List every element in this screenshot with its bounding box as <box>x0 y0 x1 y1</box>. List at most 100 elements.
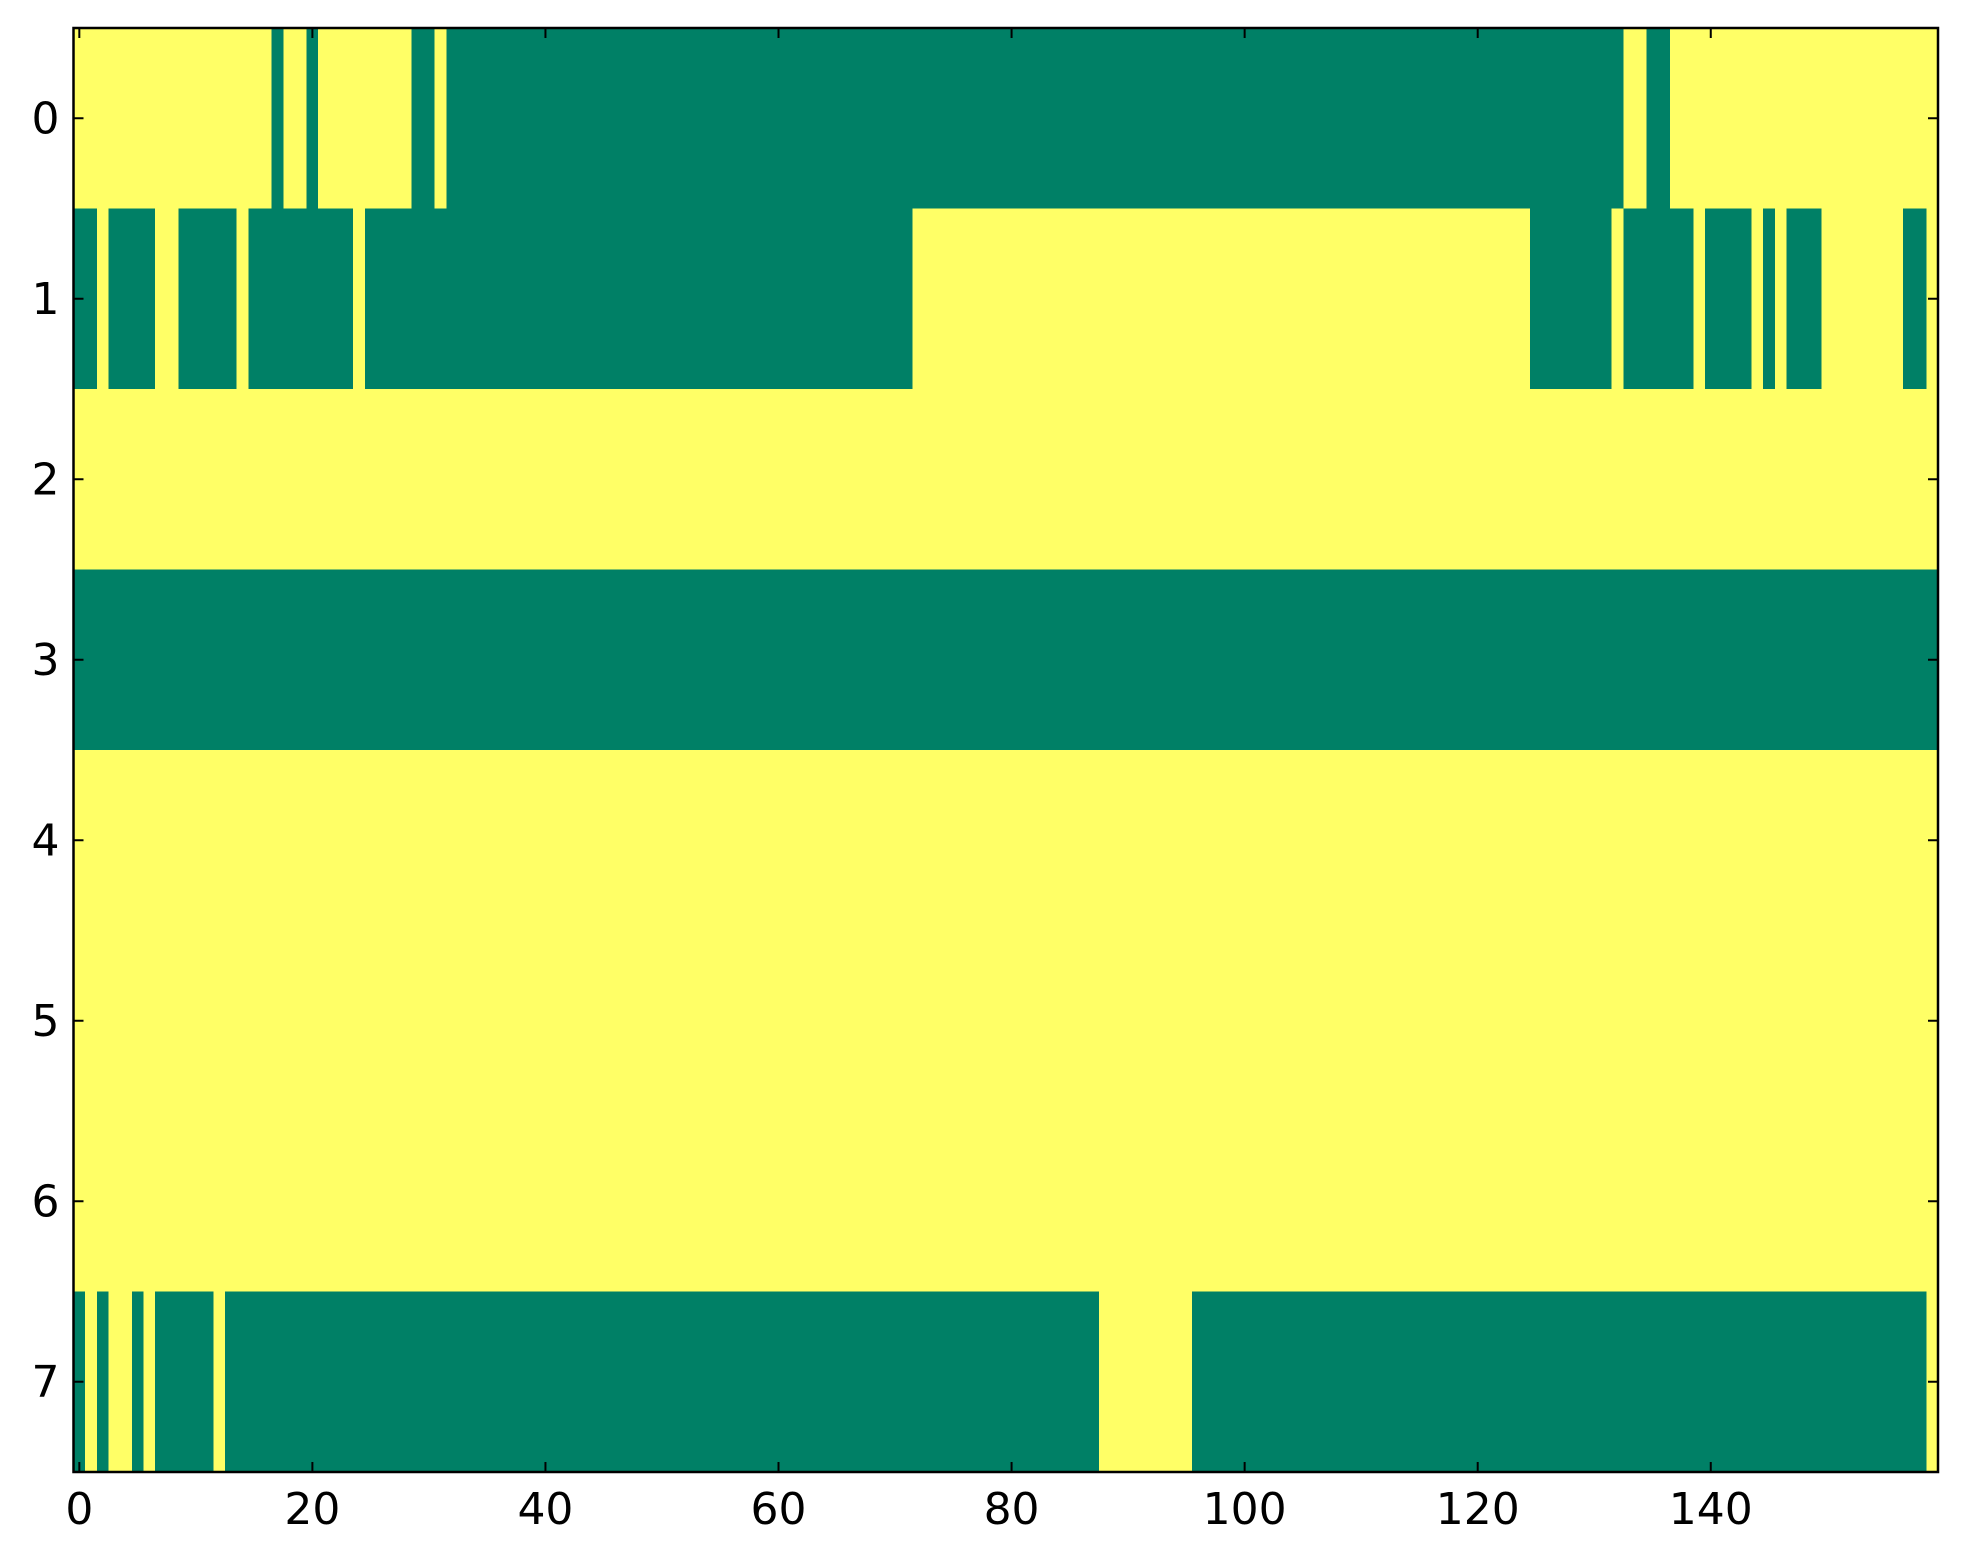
cell <box>1413 1111 1426 1293</box>
cell <box>1635 28 1648 210</box>
cell <box>1413 750 1426 932</box>
cell <box>1914 1291 1927 1473</box>
cell <box>236 930 249 1112</box>
cell <box>772 750 785 932</box>
cell <box>1565 930 1578 1112</box>
cell <box>1285 569 1298 751</box>
cell <box>1471 1111 1485 1293</box>
cell <box>166 208 179 390</box>
cell <box>1238 569 1252 751</box>
cell <box>749 750 762 932</box>
x-tick-label: 20 <box>284 1484 340 1535</box>
cell <box>1460 1111 1473 1293</box>
cell <box>236 28 249 210</box>
cell <box>446 569 459 751</box>
cell <box>1763 389 1776 571</box>
cell <box>597 569 611 751</box>
cell <box>1786 750 1799 932</box>
cell <box>865 750 879 932</box>
cell <box>656 750 669 932</box>
cell <box>1133 28 1147 210</box>
cell <box>1075 569 1088 751</box>
cell <box>1040 389 1053 571</box>
cell <box>481 28 494 210</box>
cell <box>248 28 261 210</box>
cell <box>959 1111 972 1293</box>
cell <box>1693 28 1706 210</box>
cell <box>1343 930 1356 1112</box>
cell <box>1891 750 1904 932</box>
cell <box>1064 750 1077 932</box>
cell <box>434 1111 447 1293</box>
cell <box>364 208 378 390</box>
cell <box>201 930 214 1112</box>
cell <box>224 1111 238 1293</box>
cell <box>143 750 156 932</box>
cell <box>1075 930 1088 1112</box>
cell <box>644 389 657 571</box>
cell <box>1553 750 1566 932</box>
cell <box>1565 569 1578 751</box>
cell <box>632 1111 646 1293</box>
cell <box>761 569 774 751</box>
cell <box>551 569 564 751</box>
cell <box>1215 208 1228 390</box>
cell <box>236 750 249 932</box>
cell <box>1227 1291 1240 1473</box>
cell <box>749 930 762 1112</box>
cell <box>1098 389 1112 571</box>
cell <box>1833 750 1846 932</box>
cell <box>1192 1111 1205 1293</box>
cell <box>504 569 517 751</box>
cell <box>1879 389 1892 571</box>
cell <box>1133 389 1147 571</box>
cell <box>562 1291 576 1473</box>
cell <box>1308 1291 1321 1473</box>
cell <box>108 389 121 571</box>
cell <box>213 1291 226 1473</box>
cell <box>190 750 203 932</box>
cell <box>423 569 436 751</box>
cell <box>224 930 238 1112</box>
cell <box>329 569 343 751</box>
cell <box>935 1111 949 1293</box>
cell <box>504 750 517 932</box>
cell <box>481 1291 494 1473</box>
cell <box>364 389 378 571</box>
cell <box>982 569 995 751</box>
cell <box>574 930 587 1112</box>
cell <box>1844 208 1858 390</box>
cell <box>1600 1291 1613 1473</box>
cell <box>970 28 984 210</box>
cell <box>749 569 762 751</box>
cell <box>982 389 995 571</box>
cell <box>353 569 366 751</box>
cell <box>889 389 902 571</box>
cell <box>924 208 937 390</box>
cell <box>562 750 576 932</box>
cell <box>1763 28 1776 210</box>
cell <box>1914 750 1927 932</box>
cell <box>1390 208 1403 390</box>
cell <box>1215 930 1228 1112</box>
cell <box>1658 28 1671 210</box>
cell <box>527 389 541 571</box>
cell <box>1739 1111 1753 1293</box>
cell <box>259 930 273 1112</box>
cell <box>586 28 599 210</box>
cell <box>1518 930 1531 1112</box>
cell <box>493 930 506 1112</box>
cell <box>1075 389 1088 571</box>
cell <box>1017 750 1030 932</box>
cell <box>1436 28 1450 210</box>
cell <box>1751 930 1764 1112</box>
cell <box>1541 1291 1555 1473</box>
cell <box>737 389 750 571</box>
cell <box>85 1111 98 1293</box>
cell <box>155 389 168 571</box>
cell <box>551 1291 564 1473</box>
cell <box>388 28 401 210</box>
cell <box>120 750 133 932</box>
cell <box>1355 930 1368 1112</box>
cell <box>574 750 587 932</box>
